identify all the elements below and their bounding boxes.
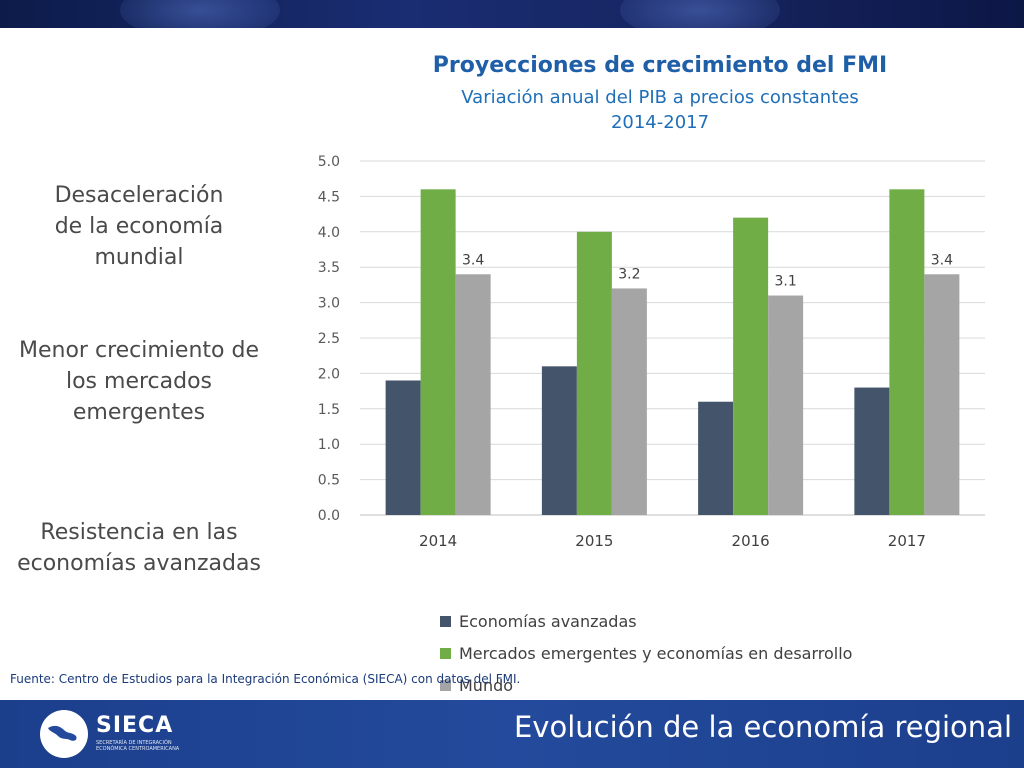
legend-swatch [440,680,451,691]
data-label: 3.2 [618,266,640,282]
data-label: 3.1 [774,274,796,290]
side-note-line: emergentes [72,400,206,425]
legend-label: Economías avanzadas [459,612,637,631]
bar [698,401,734,515]
side-note-advanced: Resistencia en las economías avanzadas [14,517,264,579]
bar-chart: 0.0 0.5 1.0 1.5 2.0 2.5 3.0 3.5 4.0 4.5 5.0 3.4 2014… [318,154,985,550]
chart-subtitle: Variación anual del PIB a precios consta… [461,87,859,108]
data-label: 3.4 [931,252,953,268]
bar [924,274,960,515]
top-banner [0,0,1024,28]
footer-title: Evolución de la economía regional [513,710,1012,744]
bar [889,189,925,515]
legend-item: Economías avanzadas [440,611,637,633]
y-tick-label: 4.0 [318,225,340,241]
y-tick-label: 3.0 [318,296,340,312]
y-tick-label: 1.5 [318,402,340,418]
side-note-line: economías avanzadas [17,551,261,576]
y-tick-label: 0.0 [318,508,340,524]
globe-icon [40,710,88,758]
y-tick-label: 2.0 [318,366,340,382]
sieca-logo: SIECA SECRETARÍA DE INTEGRACIÓN ECONÓMIC… [40,708,180,760]
logo-subtitle: SECRETARÍA DE INTEGRACIÓN ECONÓMICA CENT… [96,740,180,752]
banner-glow [620,0,780,28]
footer-bar: SIECA SECRETARÍA DE INTEGRACIÓN ECONÓMIC… [0,700,1024,768]
data-label: 3.4 [462,252,484,268]
y-tick-label: 1.0 [318,437,340,453]
side-note-line: los mercados [65,369,213,394]
side-note-line: mundial [94,245,184,270]
y-tick-label: 5.0 [318,154,340,170]
y-tick-label: 3.5 [318,260,340,276]
bar [854,387,890,515]
side-note-line: de la economía [54,214,224,239]
side-note-line: Resistencia en las [40,520,238,545]
side-note-emerging: Menor crecimiento de los mercados emerge… [14,335,264,428]
y-tick-label: 0.5 [318,473,340,489]
bar [455,274,491,515]
legend-item: Mercados emergentes y economías en desar… [440,643,852,665]
legend-swatch [440,648,451,659]
bar [420,189,456,515]
banner-glow [120,0,280,28]
bar [541,366,577,515]
legend-swatch [440,616,451,627]
chart-subtitle-years: 2014-2017 [610,112,710,133]
bar [733,217,769,515]
side-note-slowdown: Desaceleración de la economía mundial [14,180,264,273]
x-tick-label: 2014 [419,532,457,550]
bar [611,288,647,515]
bar [576,231,612,516]
bar [768,295,804,515]
legend-label: Mercados emergentes y economías en desar… [459,644,853,663]
y-tick-label: 2.5 [318,331,340,347]
y-tick-label: 4.5 [318,189,340,205]
source-note: Fuente: Centro de Estudios para la Integ… [10,672,521,686]
side-note-line: Desaceleración [54,183,224,208]
logo-text: SIECA [96,713,174,738]
legend-item: Mundo [440,675,513,697]
x-tick-label: 2016 [732,532,770,550]
chart-area: Proyecciones de crecimiento del FMI Vari… [290,48,1020,695]
x-tick-label: 2017 [888,532,926,550]
x-tick-label: 2015 [575,532,613,550]
chart-title: Proyecciones de crecimiento del FMI [432,53,888,78]
bar [385,380,421,515]
legend-label: Mundo [459,676,514,695]
side-note-line: Menor crecimiento de [19,338,259,363]
